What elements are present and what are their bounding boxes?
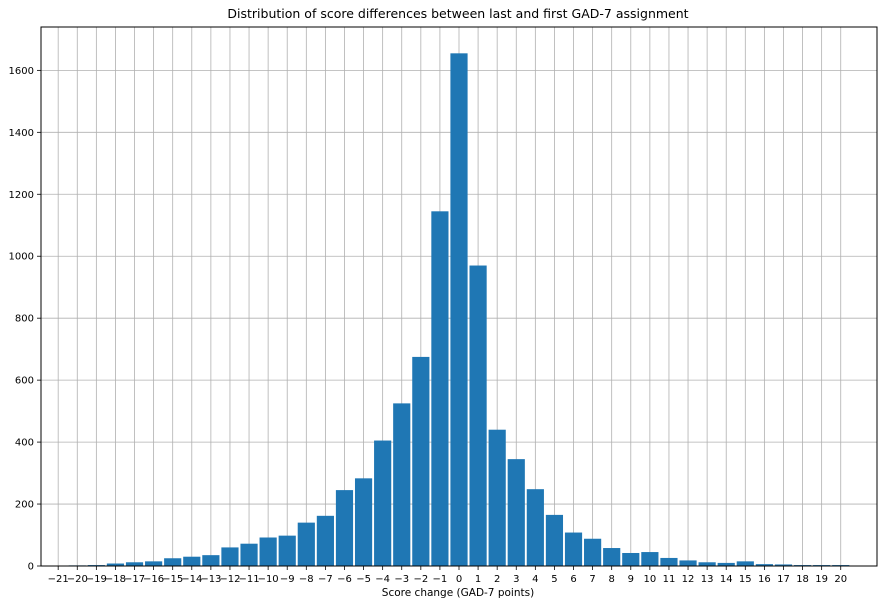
x-axis-label: Score change (GAD-7 points): [382, 587, 534, 599]
x-tick-label: 17: [777, 574, 790, 585]
bar: [316, 515, 334, 566]
bar: [393, 403, 411, 566]
x-tick-label: 5: [551, 574, 557, 585]
x-tick-label: −16: [143, 574, 164, 585]
x-tick-label: −6: [337, 574, 352, 585]
x-tick-label: −13: [200, 574, 221, 585]
x-tick-label: −21: [48, 574, 69, 585]
y-tick-label: 600: [15, 376, 34, 387]
x-tick-label: 9: [628, 574, 634, 585]
bar: [450, 53, 468, 567]
x-tick-label: 7: [589, 574, 595, 585]
x-tick-label: −18: [105, 574, 126, 585]
bar: [622, 552, 640, 566]
bar: [717, 562, 735, 566]
bar: [507, 459, 525, 566]
y-tick-label: 0: [28, 562, 34, 573]
bar: [164, 558, 182, 566]
x-tick-label: −14: [181, 574, 202, 585]
bar: [488, 429, 506, 566]
bar: [660, 557, 678, 566]
y-tick-label: 1400: [9, 128, 34, 139]
x-tick-label: 2: [494, 574, 500, 585]
x-tick-label: 19: [815, 574, 828, 585]
bar: [526, 489, 544, 566]
x-tick-label: 20: [834, 574, 847, 585]
bars: [68, 53, 850, 567]
y-tick-label: 1200: [9, 190, 34, 201]
chart-title: Distribution of score differences betwee…: [227, 6, 688, 21]
bar: [564, 532, 583, 566]
x-tick-label: −5: [356, 574, 371, 585]
bar: [145, 561, 163, 566]
y-axis-ticks: 0 200 400 600 800 1000 1200 1400 1600: [9, 66, 41, 573]
bar: [603, 548, 621, 566]
x-tick-label: −19: [86, 574, 107, 585]
x-tick-label: 16: [758, 574, 771, 585]
x-tick-label: 6: [570, 574, 576, 585]
bar: [755, 564, 773, 566]
x-tick-label: −20: [67, 574, 88, 585]
x-tick-label: −12: [219, 574, 240, 585]
x-tick-label: −9: [280, 574, 295, 585]
x-tick-label: −10: [258, 574, 279, 585]
bar: [183, 556, 201, 566]
x-tick-label: −1: [433, 574, 448, 585]
x-tick-label: 15: [739, 574, 752, 585]
x-tick-label: −15: [162, 574, 183, 585]
bar: [106, 563, 125, 566]
bar: [202, 555, 220, 566]
bar: [584, 538, 602, 566]
bar: [259, 537, 277, 566]
y-tick-label: 1600: [9, 66, 34, 77]
y-tick-label: 800: [15, 314, 34, 325]
bar: [335, 490, 354, 566]
x-tick-label: −4: [375, 574, 390, 585]
y-tick-label: 1000: [9, 252, 34, 263]
bar: [297, 522, 315, 566]
bar: [221, 547, 239, 566]
bar: [736, 561, 754, 566]
x-tick-label: −17: [124, 574, 145, 585]
bar: [774, 564, 793, 566]
bar: [374, 440, 392, 566]
x-tick-label: −2: [413, 574, 428, 585]
x-tick-label: −11: [238, 574, 259, 585]
x-tick-label: 12: [682, 574, 695, 585]
bar: [469, 265, 487, 566]
x-tick-label: 11: [663, 574, 676, 585]
x-tick-label: 10: [644, 574, 657, 585]
y-tick-label: 400: [15, 438, 34, 449]
bar: [698, 562, 716, 566]
bar: [354, 478, 373, 566]
x-tick-label: −8: [299, 574, 314, 585]
x-tick-label: 1: [475, 574, 481, 585]
x-axis-ticks: −21−20−19−18−17−16−15−14−13−12−11−10 −9 −8…: [48, 566, 847, 585]
x-tick-label: 8: [609, 574, 615, 585]
bar: [125, 562, 144, 566]
x-tick-label: 14: [720, 574, 733, 585]
bar: [412, 356, 430, 566]
bar: [641, 552, 659, 566]
x-tick-label: 4: [532, 574, 538, 585]
x-tick-label: 13: [701, 574, 714, 585]
bar: [431, 211, 449, 566]
x-tick-label: 18: [796, 574, 809, 585]
y-tick-label: 200: [15, 500, 34, 511]
x-tick-label: −7: [318, 574, 333, 585]
bar: [545, 514, 564, 566]
x-tick-label: −3: [394, 574, 409, 585]
x-tick-label: 0: [456, 574, 462, 585]
bar: [679, 560, 697, 566]
bar: [240, 543, 258, 566]
bar: [278, 535, 296, 566]
x-tick-label: 3: [513, 574, 519, 585]
